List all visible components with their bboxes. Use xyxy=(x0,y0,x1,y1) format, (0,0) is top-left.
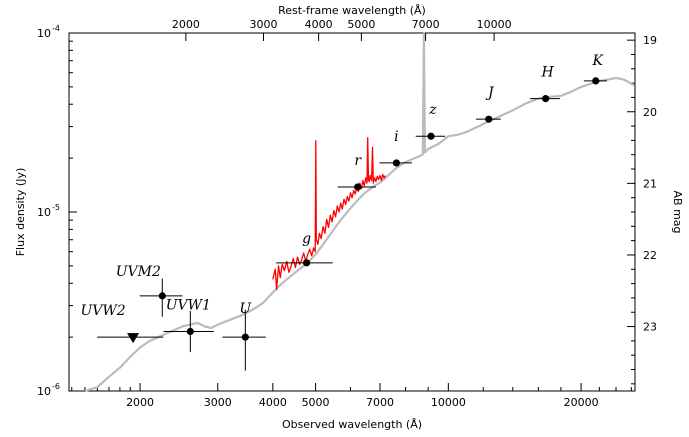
x-tick-label: 4000 xyxy=(259,396,287,409)
point-h xyxy=(542,95,550,103)
y2-axis-title: AB mag xyxy=(671,190,684,233)
x2-tick-label: 3000 xyxy=(250,18,278,31)
y2-tick-label: 21 xyxy=(643,177,657,190)
point-uvw1 xyxy=(186,327,194,336)
x2-tick-label: 4000 xyxy=(305,18,333,31)
point-g xyxy=(302,259,311,267)
x-tick-label: 20000 xyxy=(564,396,599,409)
band-label-uvw1: UVW1 xyxy=(166,297,211,313)
y-tick-label: 10 xyxy=(37,27,51,40)
model-curve xyxy=(84,31,635,393)
point-r xyxy=(354,183,362,191)
y-tick-label: 10 xyxy=(37,206,51,219)
band-label-u: U xyxy=(239,301,252,317)
x2-axis-title: Rest-frame wavelength (Å) xyxy=(278,4,426,17)
x2-tick-label: 5000 xyxy=(347,18,375,31)
point-j xyxy=(485,115,493,123)
y2-tick-label: 19 xyxy=(643,34,657,47)
point-z xyxy=(427,132,435,140)
y-tick-label: 10 xyxy=(37,385,51,398)
band-label-i: i xyxy=(394,129,398,145)
x-tick-label: 3000 xyxy=(204,396,232,409)
x-tick-label: 7000 xyxy=(366,396,394,409)
y-tick-exponent: -4 xyxy=(52,24,60,33)
point-i xyxy=(392,159,401,167)
x2-tick-label: 10000 xyxy=(477,18,512,31)
y-axis-title: Flux density (Jy) xyxy=(14,168,27,257)
band-label-uvm2: UVM2 xyxy=(116,264,161,280)
x2-tick-label: 7000 xyxy=(412,18,440,31)
band-label-z: z xyxy=(428,102,437,118)
point-k xyxy=(592,77,600,85)
band-label-uvw2: UVW2 xyxy=(80,303,125,319)
x-axis-title: Observed wavelength (Å) xyxy=(282,418,422,431)
y2-tick-label: 20 xyxy=(643,106,657,119)
band-label-h: H xyxy=(541,65,555,81)
band-label-k: K xyxy=(592,53,605,69)
x-tick-label: 10000 xyxy=(431,396,466,409)
y-tick-exponent: -6 xyxy=(52,382,60,391)
y2-tick-label: 22 xyxy=(643,249,657,262)
band-label-g: g xyxy=(302,231,311,247)
point-u xyxy=(241,333,249,341)
x-tick-label: 5000 xyxy=(302,396,330,409)
y-tick-exponent: -5 xyxy=(52,203,60,212)
x-tick-label: 2000 xyxy=(126,396,154,409)
band-label-j: J xyxy=(485,85,495,101)
point-uvm2 xyxy=(158,292,166,300)
band-label-r: r xyxy=(354,153,362,169)
y2-tick-label: 23 xyxy=(643,321,657,334)
upper-limit-uvw2 xyxy=(127,333,140,344)
spectrum-curve xyxy=(272,137,386,290)
x2-tick-label: 2000 xyxy=(172,18,200,31)
